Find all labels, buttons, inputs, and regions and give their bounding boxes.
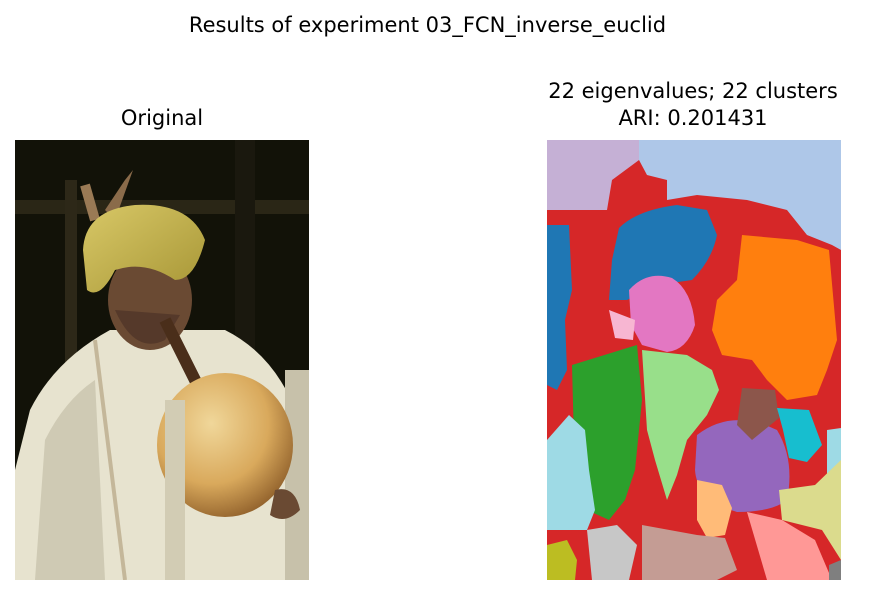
cluster-region-bottom-left-olive <box>547 540 577 580</box>
cluster-region-center-shirt <box>642 350 719 500</box>
cluster-region-turban <box>609 205 717 300</box>
figure-suptitle: Results of experiment 03_FCN_inverse_euc… <box>188 13 667 37</box>
original-image <box>15 140 309 580</box>
cluster-region-bottom-left-gray <box>587 525 637 580</box>
cluster-region-left-background <box>547 225 572 390</box>
original-photo-illustration <box>15 140 309 580</box>
segmentation-title-line-2: ARI: 0.201431 <box>618 106 768 130</box>
cluster-region-neck <box>609 310 635 340</box>
cluster-region-face <box>629 275 695 352</box>
segmentation-title: 22 eigenvalues; 22 clusters ARI: 0.20143… <box>520 78 866 132</box>
cluster-region-gourd-upper <box>737 388 779 440</box>
segmentation-map <box>547 140 841 580</box>
cluster-region-bottom-right <box>747 512 832 580</box>
segmentation-title-line-1: 22 eigenvalues; 22 clusters <box>548 79 838 103</box>
cluster-region-bottom-center <box>642 525 737 580</box>
cluster-region-lower-right <box>779 460 841 560</box>
segmentation-heatmap <box>547 140 841 580</box>
cluster-region-top-right <box>639 140 841 250</box>
cluster-region-lower-left <box>547 415 595 530</box>
cluster-region-hand <box>697 480 732 538</box>
cluster-region-strings <box>777 408 822 462</box>
original-image-title: Original <box>120 106 204 130</box>
cluster-region-corner <box>829 560 841 580</box>
cluster-region-top-left <box>547 140 639 210</box>
cluster-region-right-cloth <box>712 235 837 400</box>
